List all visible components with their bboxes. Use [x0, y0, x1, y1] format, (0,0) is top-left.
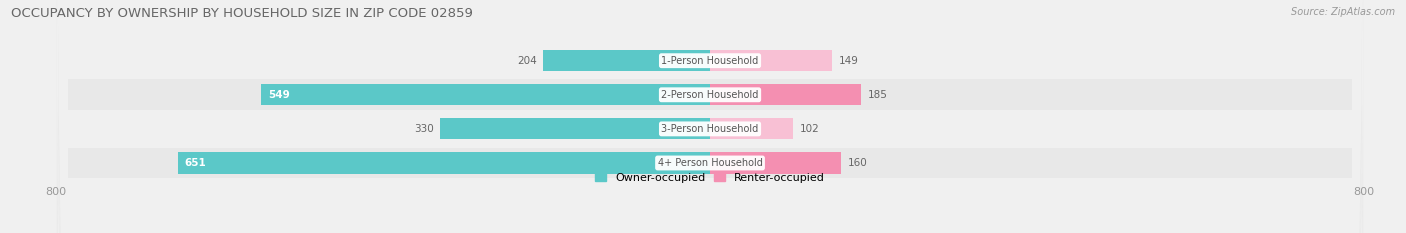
Text: 549: 549 [269, 90, 290, 100]
Bar [543, 50, 710, 71]
Bar [710, 118, 793, 140]
FancyBboxPatch shape [56, 0, 1364, 233]
Text: 3-Person Household: 3-Person Household [661, 124, 759, 134]
Text: 160: 160 [848, 158, 868, 168]
Bar [69, 148, 1351, 178]
Bar [69, 45, 1351, 76]
Text: 102: 102 [800, 124, 820, 134]
Bar [179, 152, 710, 174]
Bar [710, 152, 841, 174]
Text: 4+ Person Household: 4+ Person Household [658, 158, 762, 168]
Bar [69, 113, 1351, 144]
Text: 2-Person Household: 2-Person Household [661, 90, 759, 100]
Bar [69, 79, 1351, 110]
FancyBboxPatch shape [56, 0, 1364, 233]
Text: Source: ZipAtlas.com: Source: ZipAtlas.com [1291, 7, 1395, 17]
Bar [262, 84, 710, 105]
Text: 185: 185 [868, 90, 887, 100]
Bar [710, 84, 862, 105]
Text: 651: 651 [184, 158, 207, 168]
Text: 204: 204 [517, 56, 537, 66]
Text: OCCUPANCY BY OWNERSHIP BY HOUSEHOLD SIZE IN ZIP CODE 02859: OCCUPANCY BY OWNERSHIP BY HOUSEHOLD SIZE… [11, 7, 474, 20]
Text: 149: 149 [838, 56, 858, 66]
Bar [440, 118, 710, 140]
Text: 330: 330 [413, 124, 434, 134]
FancyBboxPatch shape [56, 0, 1364, 233]
Text: 1-Person Household: 1-Person Household [661, 56, 759, 66]
Legend: Owner-occupied, Renter-occupied: Owner-occupied, Renter-occupied [591, 168, 830, 187]
Bar [710, 50, 832, 71]
FancyBboxPatch shape [56, 0, 1364, 233]
